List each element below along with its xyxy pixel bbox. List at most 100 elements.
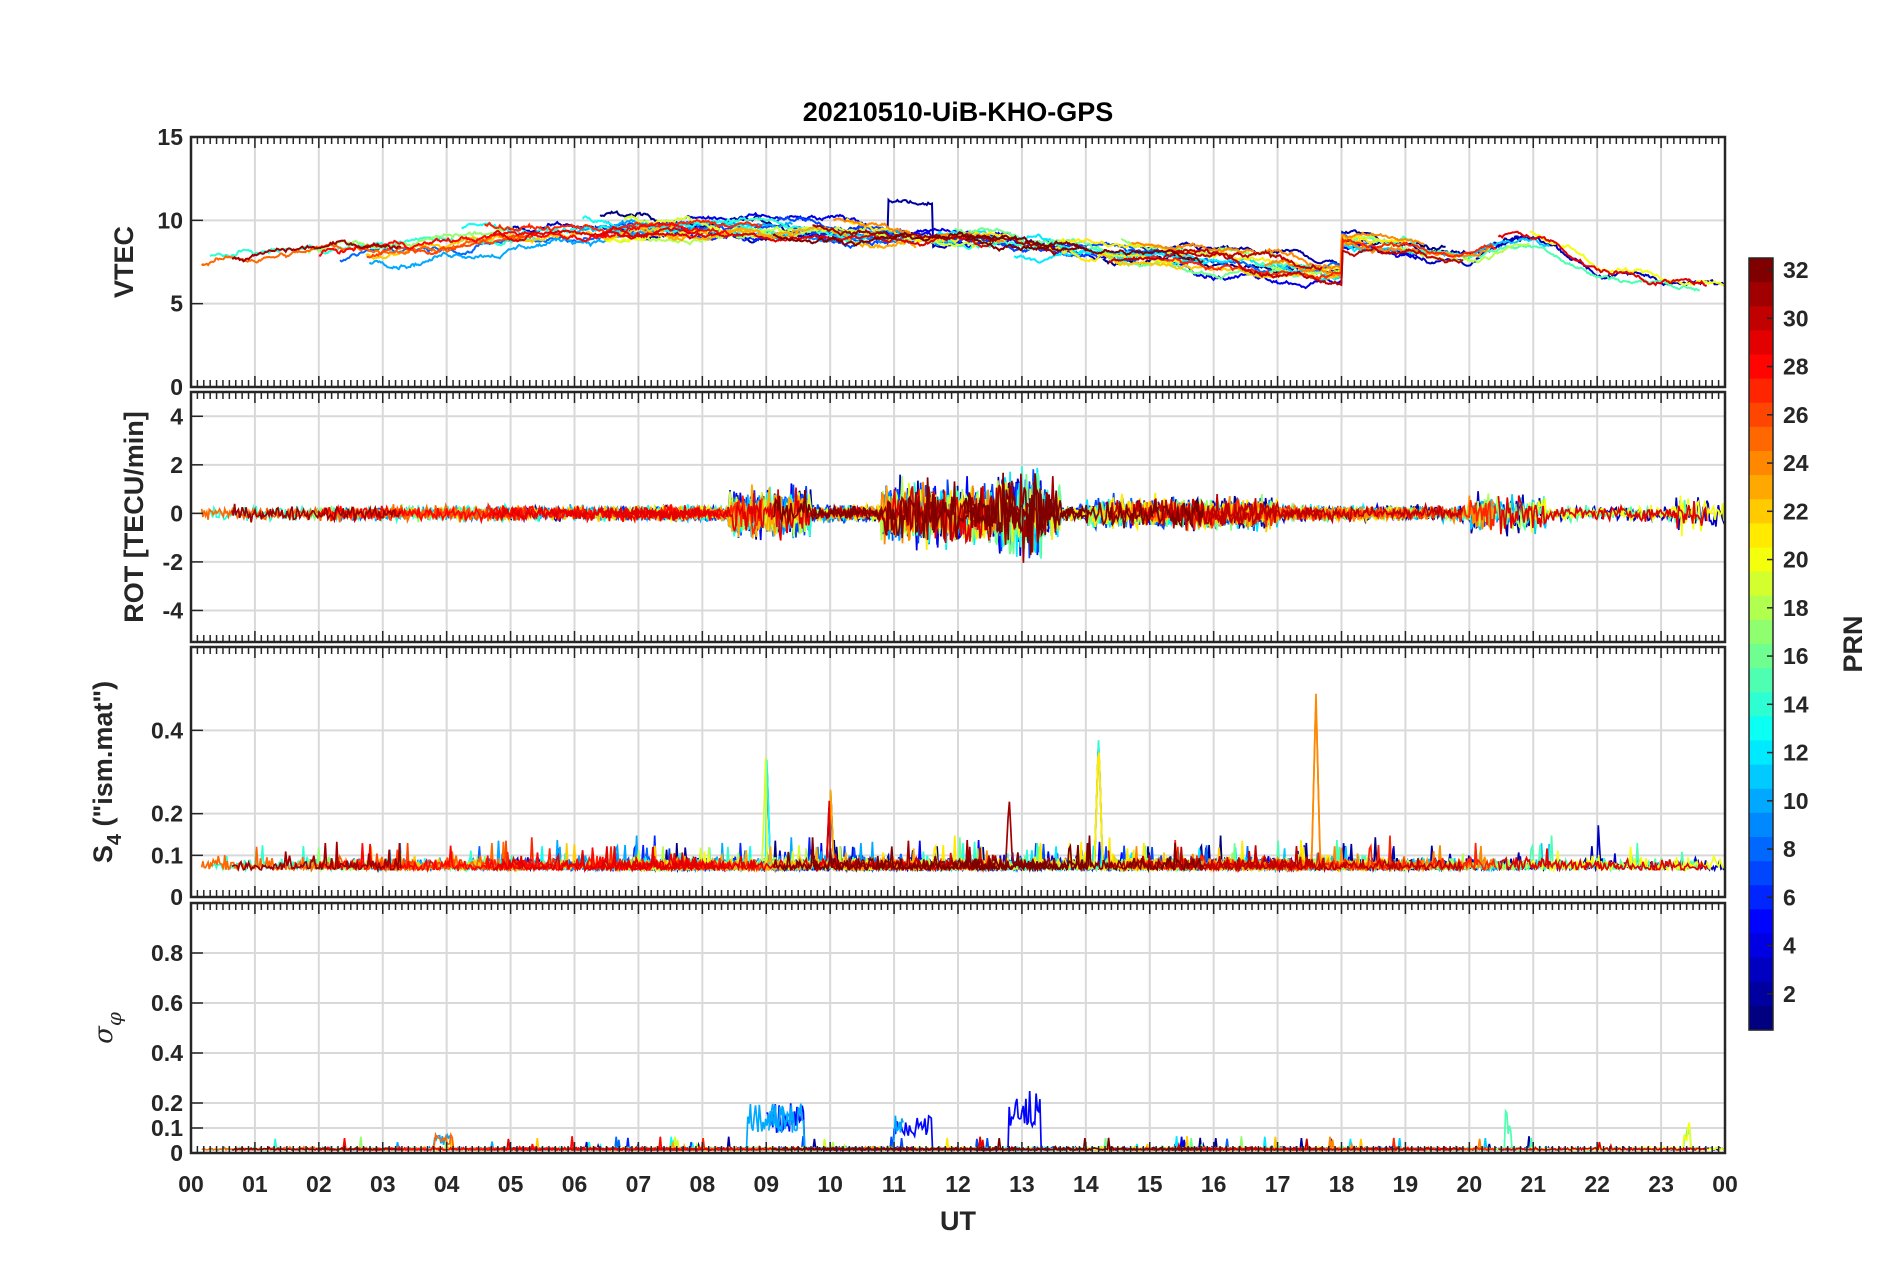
colorbar-tick-label: 32 xyxy=(1783,257,1809,283)
x-tick-label: 18 xyxy=(1329,1171,1355,1197)
prn-track-20 xyxy=(1529,230,1725,287)
colorbar-swatch xyxy=(1749,475,1773,500)
x-tick-label: 09 xyxy=(753,1171,779,1197)
x-tick-label: 06 xyxy=(562,1171,588,1197)
colorbar-swatches xyxy=(1749,258,1773,1031)
x-tick-label: 12 xyxy=(945,1171,971,1197)
prn-track-3 xyxy=(1360,234,1725,287)
colorbar-tick-label: 16 xyxy=(1783,643,1809,669)
y-tick-label-rot: 2 xyxy=(170,452,183,478)
x-tick-label: 14 xyxy=(1073,1171,1099,1197)
x-tick-label: 22 xyxy=(1584,1171,1610,1197)
y-tick-label-vtec: 10 xyxy=(157,207,183,233)
x-tick-label: 05 xyxy=(498,1171,524,1197)
vtec-axis-label: VTEC xyxy=(109,226,139,298)
colorbar-tick-label: 10 xyxy=(1783,788,1809,814)
colorbar-swatch xyxy=(1749,764,1773,790)
colorbar-swatch xyxy=(1749,330,1773,356)
x-tick-label: 00 xyxy=(178,1171,204,1197)
y-tick-label-sigma_phi: 0.1 xyxy=(151,1115,183,1141)
colorbar-swatch xyxy=(1749,426,1773,452)
x-axis-label: UT xyxy=(940,1206,976,1236)
colorbar-tick-label: 18 xyxy=(1783,595,1809,621)
x-tick-label: 02 xyxy=(306,1171,332,1197)
series-rot xyxy=(200,465,1725,563)
y-tick-label-s4: 0.4 xyxy=(151,717,183,743)
s4-label-suffix: ("ism.mat") xyxy=(88,681,118,834)
y-tick-label-s4: 0.1 xyxy=(151,842,183,868)
sigma-phi-axis-label: σφ xyxy=(89,1012,126,1044)
colorbar-swatch xyxy=(1749,523,1773,549)
s4-axis-label: S4 ("ism.mat") xyxy=(88,681,126,863)
colorbar-tick-label: 20 xyxy=(1783,547,1809,573)
y-tick-label-sigma_phi: 0.6 xyxy=(151,990,183,1016)
x-tick-label: 19 xyxy=(1393,1171,1419,1197)
prn-track-29 xyxy=(1497,495,1708,535)
y-tick-label-vtec: 15 xyxy=(157,124,183,150)
colorbar-tick-label: 6 xyxy=(1783,884,1796,910)
y-tick-label-s4: 0.2 xyxy=(151,801,183,827)
x-tick-label: 17 xyxy=(1265,1171,1291,1197)
prn-track-32 xyxy=(772,1137,1090,1152)
prn-track-32 xyxy=(964,483,1205,556)
colorbar-tick-label: 28 xyxy=(1783,354,1809,380)
series-s4 xyxy=(200,693,1725,874)
x-tick-label: 00 xyxy=(1712,1171,1738,1197)
colorbar-swatch xyxy=(1749,716,1773,742)
x-tick-label: 03 xyxy=(370,1171,396,1197)
colorbar-swatch xyxy=(1749,909,1773,935)
x-tick-label: 07 xyxy=(626,1171,652,1197)
colorbar-frame xyxy=(1748,257,1774,1031)
colorbar-tick-label: 22 xyxy=(1783,498,1809,524)
colorbar-tick-label: 12 xyxy=(1783,740,1809,766)
prn-track-31 xyxy=(231,841,402,873)
y-tick-label-sigma_phi: 0.4 xyxy=(151,1040,183,1066)
y-tick-label-vtec: 5 xyxy=(170,291,183,317)
panel-frame-sigma_phi xyxy=(189,901,1727,1155)
prn-track-27 xyxy=(1144,236,1497,280)
colorbar-tick-label: 26 xyxy=(1783,402,1809,428)
prn-track-29 xyxy=(492,846,701,873)
x-tick-label: 10 xyxy=(817,1171,843,1197)
panel-rot: -4 -2 0 2 4 xyxy=(163,390,1727,644)
prn-track-31 xyxy=(231,1146,401,1152)
prn-track-24 xyxy=(1131,231,1425,270)
colorbar-swatch xyxy=(1749,668,1773,693)
s4-label-main: S xyxy=(88,845,118,863)
y-tick-label-sigma_phi: 0.8 xyxy=(151,940,183,966)
prn-track-29 xyxy=(1497,230,1708,287)
x-tick-label: 11 xyxy=(882,1171,907,1197)
colorbar-swatch xyxy=(1749,957,1773,983)
y-tick-label-rot: 0 xyxy=(170,500,183,526)
x-tick-label: 21 xyxy=(1520,1171,1546,1197)
prn-track-27 xyxy=(484,218,763,234)
y-tick-label-rot: -4 xyxy=(163,597,184,623)
x-tick-label: 08 xyxy=(690,1171,716,1197)
prn-track-31 xyxy=(232,239,402,263)
colorbar-tick-label: 24 xyxy=(1783,450,1809,476)
panel-frame-rot xyxy=(189,390,1727,644)
prn-track-32 xyxy=(772,231,1090,253)
prn-track-20 xyxy=(602,227,734,244)
colorbar-swatch xyxy=(1749,812,1773,838)
prn-track-30 xyxy=(1108,249,1323,272)
rot-axis-label: ROT [TECU/min] xyxy=(119,411,149,622)
x-tick-label: 13 xyxy=(1009,1171,1035,1197)
y-tick-label-vtec: 0 xyxy=(170,374,183,400)
colorbar-swatch xyxy=(1749,282,1773,307)
x-tick-label: 04 xyxy=(434,1171,460,1197)
colorbar-tick-label: 4 xyxy=(1783,933,1796,959)
prn-track-32 xyxy=(772,472,1090,541)
x-tick-label: 16 xyxy=(1201,1171,1227,1197)
x-tick-label: 01 xyxy=(242,1171,268,1197)
y-tick-label-sigma_phi: 0 xyxy=(170,1140,183,1166)
colorbar-tick-label: 8 xyxy=(1783,836,1796,862)
colorbar-tick-label: 2 xyxy=(1783,981,1796,1007)
prn-track-32 xyxy=(772,837,1090,873)
colorbar-swatch xyxy=(1749,861,1773,886)
colorbar-tick-label: 14 xyxy=(1783,691,1809,717)
prn-track-10 xyxy=(368,220,711,271)
